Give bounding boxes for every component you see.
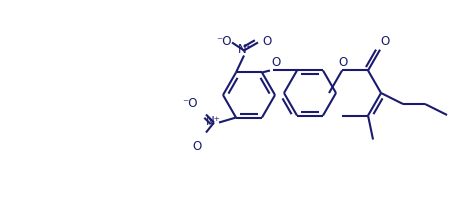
- Text: O: O: [192, 140, 201, 153]
- Text: N⁺: N⁺: [205, 115, 220, 128]
- Text: O: O: [379, 35, 388, 48]
- Text: N⁺: N⁺: [237, 43, 252, 56]
- Text: ⁻O: ⁻O: [216, 35, 231, 48]
- Text: O: O: [271, 56, 280, 69]
- Text: O: O: [262, 35, 271, 48]
- Text: O: O: [338, 56, 347, 69]
- Text: ⁻O: ⁻O: [182, 97, 197, 110]
